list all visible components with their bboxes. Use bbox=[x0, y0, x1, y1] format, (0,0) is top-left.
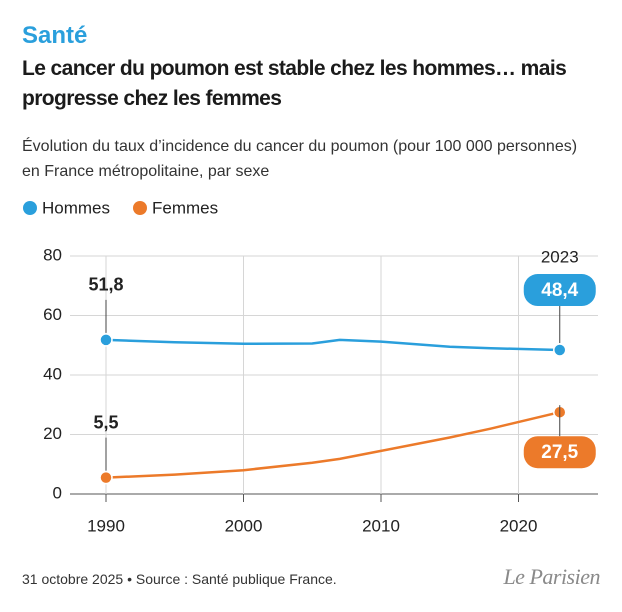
value-label: 51,8 bbox=[88, 275, 123, 295]
x-tick-label: 2010 bbox=[362, 516, 400, 535]
label-pill bbox=[523, 436, 596, 469]
series-line bbox=[105, 338, 560, 352]
y-tick-label: 20 bbox=[43, 424, 62, 443]
y-tick-label: 0 bbox=[53, 483, 62, 502]
chart-subtitle: Évolution du taux d’incidence du cancer … bbox=[22, 138, 578, 180]
legend-swatch bbox=[133, 201, 147, 215]
legend-label: Femmes bbox=[152, 198, 218, 217]
point-marker bbox=[553, 343, 567, 357]
x-tick-label: 2020 bbox=[500, 516, 538, 535]
point-marker bbox=[99, 470, 113, 485]
y-tick-label: 80 bbox=[43, 245, 62, 264]
annotation: 2023 bbox=[541, 247, 579, 266]
value-label: 48,4 bbox=[541, 280, 578, 301]
value-label: 27,5 bbox=[541, 442, 578, 463]
footer: 31 octobre 2025 • Source : Santé publiqu… bbox=[22, 571, 337, 587]
legend-label: Hommes bbox=[42, 198, 110, 217]
x-tick-label: 1990 bbox=[87, 516, 125, 535]
label-pill bbox=[523, 274, 596, 307]
y-tick-label: 60 bbox=[43, 305, 62, 324]
logo: Le Parisien bbox=[503, 564, 600, 589]
point-marker bbox=[99, 333, 113, 347]
value-label: 5,5 bbox=[93, 412, 118, 432]
kicker: Santé bbox=[22, 22, 88, 49]
chart: Hommes Femmes 0 20 40 60 80 1990 2000 2010 2020 51,… bbox=[23, 198, 598, 535]
series-line bbox=[105, 410, 561, 479]
legend-swatch bbox=[23, 201, 37, 215]
x-tick-label: 2000 bbox=[225, 516, 263, 535]
y-tick-label: 40 bbox=[43, 364, 62, 383]
chart-title: Le cancer du poumon est stable chez les … bbox=[22, 57, 567, 110]
